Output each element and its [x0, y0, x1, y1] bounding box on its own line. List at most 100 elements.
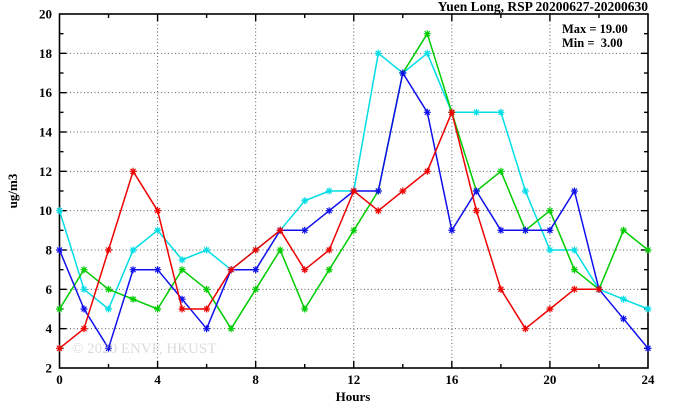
data-point-marker	[129, 266, 137, 274]
data-point-marker	[105, 246, 112, 254]
data-point-marker	[325, 246, 333, 254]
data-point-marker	[252, 285, 260, 293]
data-point-marker	[178, 305, 186, 313]
data-point-marker	[546, 226, 554, 234]
y-tick-label: 14	[39, 125, 53, 140]
y-tick-label: 20	[39, 7, 52, 22]
data-point-marker	[301, 305, 309, 313]
data-point-marker	[56, 246, 63, 254]
data-point-marker	[644, 305, 652, 313]
x-tick-label: 8	[252, 372, 259, 387]
data-point-marker	[56, 305, 63, 313]
data-point-marker	[325, 187, 333, 195]
data-point-marker	[374, 207, 382, 215]
data-point-marker	[546, 246, 554, 254]
legend-min-value: Min = 3.00	[562, 36, 623, 50]
data-point-marker	[644, 246, 652, 254]
data-point-marker	[252, 246, 260, 254]
data-point-marker	[80, 305, 88, 313]
data-point-marker	[80, 285, 88, 293]
y-tick-label: 16	[39, 85, 53, 100]
data-point-marker	[521, 325, 529, 333]
data-point-marker	[105, 285, 112, 293]
data-point-marker	[620, 295, 627, 303]
x-tick-label: 0	[56, 372, 63, 387]
y-tick-label: 10	[39, 203, 52, 218]
data-point-marker	[105, 344, 112, 352]
data-point-marker	[301, 226, 309, 234]
data-point-marker	[178, 266, 186, 274]
data-series	[56, 30, 652, 352]
data-point-marker	[570, 285, 578, 293]
x-tick-label: 20	[543, 372, 556, 387]
data-point-marker	[154, 266, 162, 274]
x-tick-label: 4	[154, 372, 161, 387]
data-point-marker	[644, 344, 652, 352]
data-point-marker	[472, 207, 480, 215]
data-point-marker	[423, 49, 431, 57]
x-tick-label: 12	[347, 372, 360, 387]
data-point-marker	[595, 285, 603, 293]
data-point-marker	[56, 344, 63, 352]
y-axis-label: ug/m3	[5, 173, 20, 208]
data-point-marker	[105, 305, 112, 313]
data-point-marker	[154, 226, 162, 234]
data-point-marker	[154, 305, 162, 313]
data-point-marker	[203, 285, 211, 293]
data-point-marker	[570, 246, 578, 254]
data-point-marker	[203, 305, 211, 313]
y-tick-label: 18	[39, 46, 53, 61]
data-point-marker	[301, 266, 309, 274]
y-tick-label: 6	[46, 282, 53, 297]
data-point-marker	[497, 285, 505, 293]
data-point-marker	[178, 295, 186, 303]
data-point-marker	[423, 167, 431, 175]
data-point-marker	[521, 187, 529, 195]
data-point-marker	[497, 167, 505, 175]
x-tick-label: 24	[642, 372, 656, 387]
y-tick-label: 2	[46, 361, 53, 376]
data-point-marker	[497, 226, 505, 234]
data-point-marker	[448, 226, 456, 234]
data-point-marker	[546, 305, 554, 313]
y-tick-label: 4	[46, 321, 53, 336]
data-point-marker	[620, 226, 627, 234]
data-point-marker	[521, 226, 529, 234]
data-point-marker	[423, 30, 431, 38]
data-point-marker	[570, 187, 578, 195]
data-point-marker	[129, 246, 137, 254]
data-point-marker	[472, 108, 480, 116]
watermark: © 2020 ENVF, HKUST	[72, 341, 216, 357]
data-point-marker	[276, 246, 284, 254]
data-point-marker	[350, 226, 358, 234]
data-point-marker	[399, 187, 407, 195]
data-point-marker	[546, 207, 554, 215]
data-point-marker	[325, 266, 333, 274]
data-point-marker	[620, 315, 627, 323]
chart-title: Yuen Long, RSP 20200627-20200630	[438, 0, 649, 14]
data-point-marker	[301, 197, 309, 205]
data-point-marker	[497, 108, 505, 116]
data-point-marker	[56, 207, 63, 215]
data-point-marker	[423, 108, 431, 116]
data-point-marker	[80, 325, 88, 333]
y-tick-label: 12	[39, 164, 52, 179]
data-point-marker	[399, 69, 407, 77]
legend-max-value: Max = 19.00	[562, 22, 628, 36]
data-point-marker	[276, 226, 284, 234]
data-point-marker	[203, 325, 211, 333]
data-point-marker	[227, 266, 235, 274]
data-point-marker	[129, 167, 137, 175]
data-point-marker	[154, 207, 162, 215]
data-point-marker	[350, 187, 358, 195]
data-point-marker	[570, 266, 578, 274]
y-tick-label: 8	[46, 243, 53, 258]
data-point-marker	[374, 187, 382, 195]
x-axis-label: Hours	[336, 389, 371, 404]
data-point-marker	[374, 49, 382, 57]
data-point-marker	[129, 295, 137, 303]
data-point-marker	[448, 108, 456, 116]
